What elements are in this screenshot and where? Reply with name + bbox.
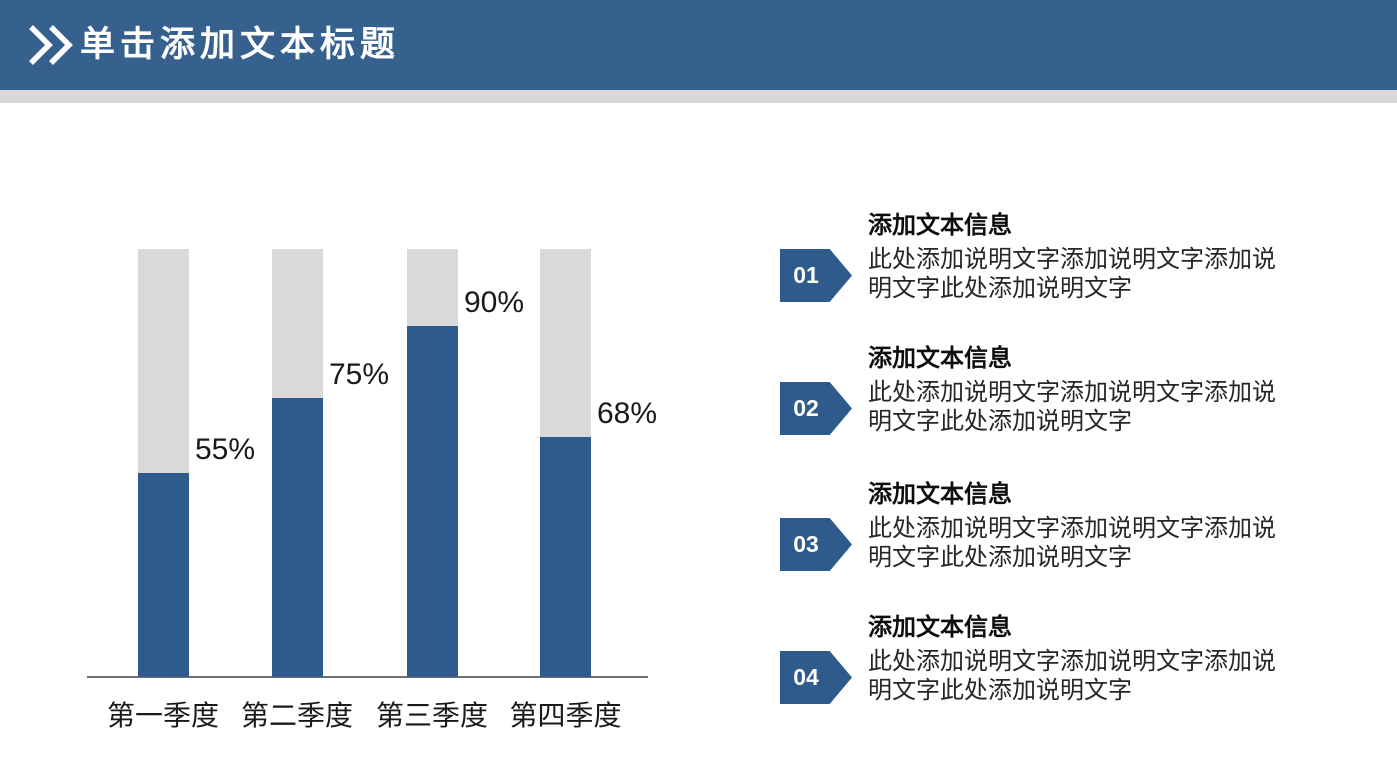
info-body: 此处添加说明文字添加说明文字添加说明文字此处添加说明文字 [868, 648, 1276, 704]
step-number: 01 [793, 262, 819, 288]
bar-track [407, 249, 458, 677]
info-heading: 添加文本信息 [868, 614, 1012, 641]
info-body: 此处添加说明文字添加说明文字添加说明文字此处添加说明文字 [868, 379, 1276, 435]
x-axis-line [87, 676, 648, 678]
bar-value-label: 68% [597, 397, 658, 430]
bar-fill [407, 326, 458, 677]
info-text-block: 添加文本信息 此处添加说明文字添加说明文字添加说明文字此处添加说明文字 [868, 614, 1288, 705]
info-text-block: 添加文本信息 此处添加说明文字添加说明文字添加说明文字此处添加说明文字 [868, 345, 1288, 436]
step-number: 02 [793, 395, 819, 421]
bar-track [138, 249, 189, 677]
bar-track [272, 249, 323, 677]
bar-category-label: 第一季度 [106, 700, 220, 731]
info-heading: 添加文本信息 [868, 345, 1012, 372]
header-bar: 单击添加文本标题 [0, 0, 1397, 90]
bar-fill [272, 398, 323, 677]
bar-value-label: 55% [195, 433, 256, 466]
header-accent-strip [0, 90, 1397, 103]
info-heading: 添加文本信息 [868, 212, 1012, 239]
bar-fill [138, 473, 189, 677]
bar-value-label: 90% [464, 286, 525, 319]
info-text-block: 添加文本信息 此处添加说明文字添加说明文字添加说明文字此处添加说明文字 [868, 481, 1288, 572]
step-number: 04 [793, 664, 819, 690]
step-number: 03 [793, 531, 819, 557]
bar-track [540, 249, 591, 677]
page-title: 单击添加文本标题 [80, 25, 401, 64]
bar-fill [540, 437, 591, 677]
info-text-block: 添加文本信息 此处添加说明文字添加说明文字添加说明文字此处添加说明文字 [868, 212, 1288, 303]
bar-category-label: 第三季度 [375, 700, 489, 731]
bar-category-label: 第四季度 [509, 700, 622, 731]
double-chevron-right-icon [29, 25, 73, 65]
info-body: 此处添加说明文字添加说明文字添加说明文字此处添加说明文字 [868, 515, 1276, 571]
bar-category-label: 第二季度 [240, 700, 354, 731]
info-heading: 添加文本信息 [868, 481, 1012, 508]
info-body: 此处添加说明文字添加说明文字添加说明文字此处添加说明文字 [868, 246, 1276, 302]
bar-value-label: 75% [329, 358, 390, 391]
